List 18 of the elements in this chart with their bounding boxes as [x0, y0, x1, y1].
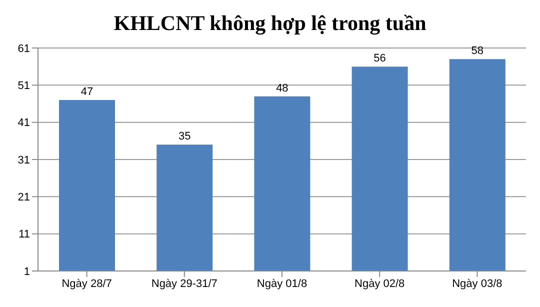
data-label: 58	[471, 45, 484, 58]
data-label: 35	[178, 130, 191, 143]
data-label: 48	[276, 82, 288, 94]
y-tick-label: 41	[18, 117, 30, 130]
x-tick-label: Ngày 01/8	[256, 278, 308, 290]
y-tick-label: 21	[18, 192, 30, 204]
y-tick-label: 1	[24, 266, 30, 278]
data-label: 56	[374, 52, 386, 65]
y-tick-label: 11	[18, 228, 30, 241]
chart-title: KHLCNT không hợp lệ trong tuần	[112, 10, 428, 37]
x-tick-label: Ngày 03/8	[452, 278, 502, 290]
y-tick-label: 61	[18, 42, 30, 55]
data-label: 47	[80, 86, 94, 98]
x-tick-label: Ngày 28/7	[62, 278, 112, 290]
x-tick-label: Ngày 02/8	[354, 278, 405, 290]
y-tick-label: 31	[18, 154, 30, 166]
y-tick-label: 51	[18, 80, 30, 92]
x-tick-label: Ngày 29-31/7	[151, 278, 218, 290]
